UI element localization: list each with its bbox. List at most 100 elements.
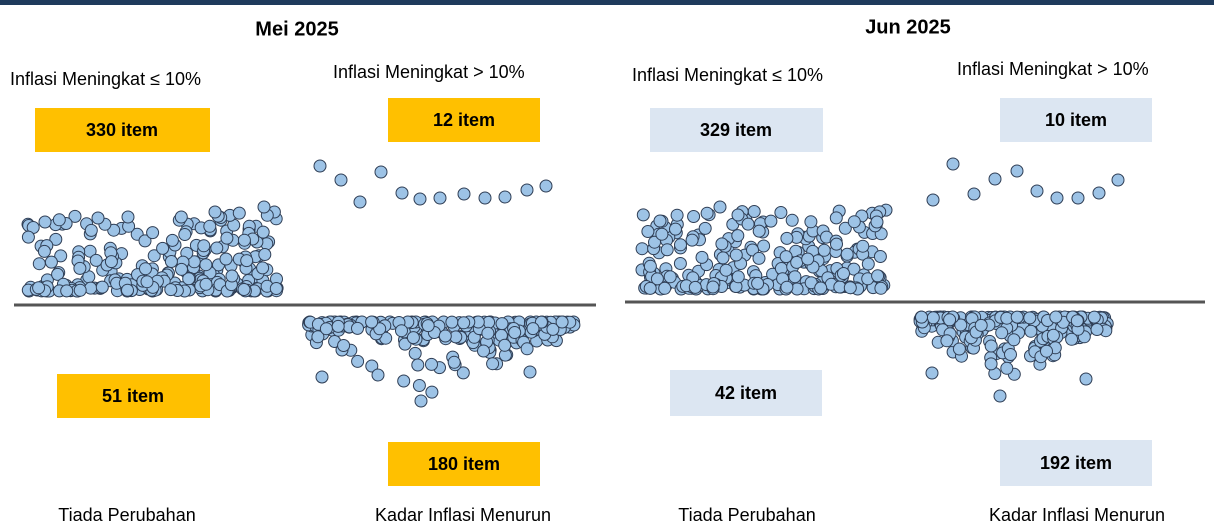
dot bbox=[641, 225, 655, 238]
dot bbox=[1049, 310, 1063, 324]
panel-title: Mei 2025 bbox=[255, 18, 338, 40]
dot bbox=[60, 284, 74, 298]
quadrant-label: Inflasi Meningkat > 10% bbox=[957, 59, 1149, 79]
dot bbox=[315, 370, 329, 384]
dot bbox=[498, 338, 512, 352]
dot bbox=[478, 191, 492, 205]
quadrant-label: Kadar Inflasi Menurun bbox=[989, 505, 1165, 525]
dot bbox=[495, 317, 509, 331]
dot bbox=[757, 239, 771, 253]
dot bbox=[926, 193, 940, 207]
dot bbox=[486, 357, 500, 371]
dot bbox=[943, 313, 957, 327]
dot bbox=[670, 208, 684, 222]
dot bbox=[395, 186, 409, 200]
dot bbox=[1046, 328, 1060, 342]
dot bbox=[178, 228, 192, 241]
dot bbox=[984, 339, 998, 353]
dot bbox=[1111, 173, 1125, 187]
dot bbox=[73, 283, 87, 297]
dot bbox=[1030, 184, 1044, 198]
dot bbox=[655, 227, 669, 241]
dot bbox=[817, 243, 831, 257]
dot bbox=[700, 206, 714, 220]
dot bbox=[351, 354, 365, 368]
dot bbox=[747, 205, 761, 218]
dot bbox=[311, 330, 325, 344]
dot bbox=[731, 208, 745, 222]
quadrant-label: Inflasi Meningkat > 10% bbox=[333, 62, 525, 82]
dot bbox=[1090, 323, 1104, 336]
dot bbox=[32, 257, 46, 271]
count: 329 item bbox=[700, 120, 772, 140]
dot bbox=[1040, 344, 1053, 358]
dot bbox=[829, 211, 843, 225]
dot bbox=[54, 249, 68, 263]
dot bbox=[674, 238, 687, 252]
dot bbox=[32, 281, 46, 295]
dot bbox=[984, 357, 998, 371]
dot bbox=[197, 239, 211, 253]
dot bbox=[95, 280, 109, 294]
dot bbox=[731, 229, 745, 243]
dot bbox=[1071, 191, 1085, 205]
dot bbox=[801, 252, 815, 266]
dot bbox=[365, 315, 379, 329]
dot bbox=[643, 259, 657, 273]
dot bbox=[780, 231, 794, 245]
dot bbox=[199, 277, 213, 291]
dot bbox=[1010, 310, 1024, 324]
count-box bbox=[57, 374, 210, 418]
dot bbox=[814, 281, 828, 295]
dot bbox=[51, 267, 65, 281]
dot bbox=[219, 252, 233, 266]
dot bbox=[351, 321, 364, 335]
dot bbox=[457, 187, 471, 201]
dot bbox=[256, 261, 270, 275]
dot bbox=[546, 322, 560, 336]
dot bbox=[687, 210, 701, 223]
quadrant-label: Tiada Perubahan bbox=[678, 505, 815, 525]
dot bbox=[414, 394, 428, 408]
dot bbox=[433, 191, 447, 205]
dot bbox=[425, 357, 438, 371]
dot bbox=[752, 251, 766, 265]
dot bbox=[237, 233, 251, 247]
dot bbox=[1007, 333, 1021, 347]
dot bbox=[946, 157, 960, 171]
dot bbox=[447, 355, 461, 369]
dot bbox=[650, 272, 664, 286]
dot bbox=[729, 248, 743, 262]
dots bbox=[21, 157, 1125, 408]
dot bbox=[240, 254, 254, 268]
dot bbox=[741, 217, 755, 231]
dot bbox=[438, 329, 452, 343]
count: 12 item bbox=[433, 110, 495, 130]
dot bbox=[319, 322, 333, 336]
dot bbox=[1024, 324, 1038, 338]
dot bbox=[790, 255, 804, 269]
dot bbox=[731, 270, 745, 284]
dot bbox=[313, 159, 327, 173]
dot bbox=[660, 243, 674, 257]
dot bbox=[785, 213, 799, 227]
dot bbox=[182, 272, 196, 286]
dot bbox=[147, 249, 161, 263]
dot bbox=[764, 214, 778, 228]
dot bbox=[121, 283, 134, 297]
quadrant-label: Tiada Perubahan bbox=[58, 505, 195, 525]
dot bbox=[49, 232, 63, 246]
dot bbox=[1050, 191, 1064, 205]
dot bbox=[843, 281, 857, 295]
dot bbox=[164, 283, 178, 297]
dot bbox=[974, 318, 988, 332]
dot bbox=[658, 281, 672, 295]
dot bbox=[425, 385, 439, 399]
dot bbox=[1070, 314, 1084, 328]
dot bbox=[104, 255, 118, 269]
dot bbox=[952, 342, 966, 356]
dot bbox=[84, 223, 98, 237]
dot bbox=[636, 208, 650, 222]
dot bbox=[954, 318, 968, 332]
quadrant-label: Kadar Inflasi Menurun bbox=[375, 505, 551, 525]
